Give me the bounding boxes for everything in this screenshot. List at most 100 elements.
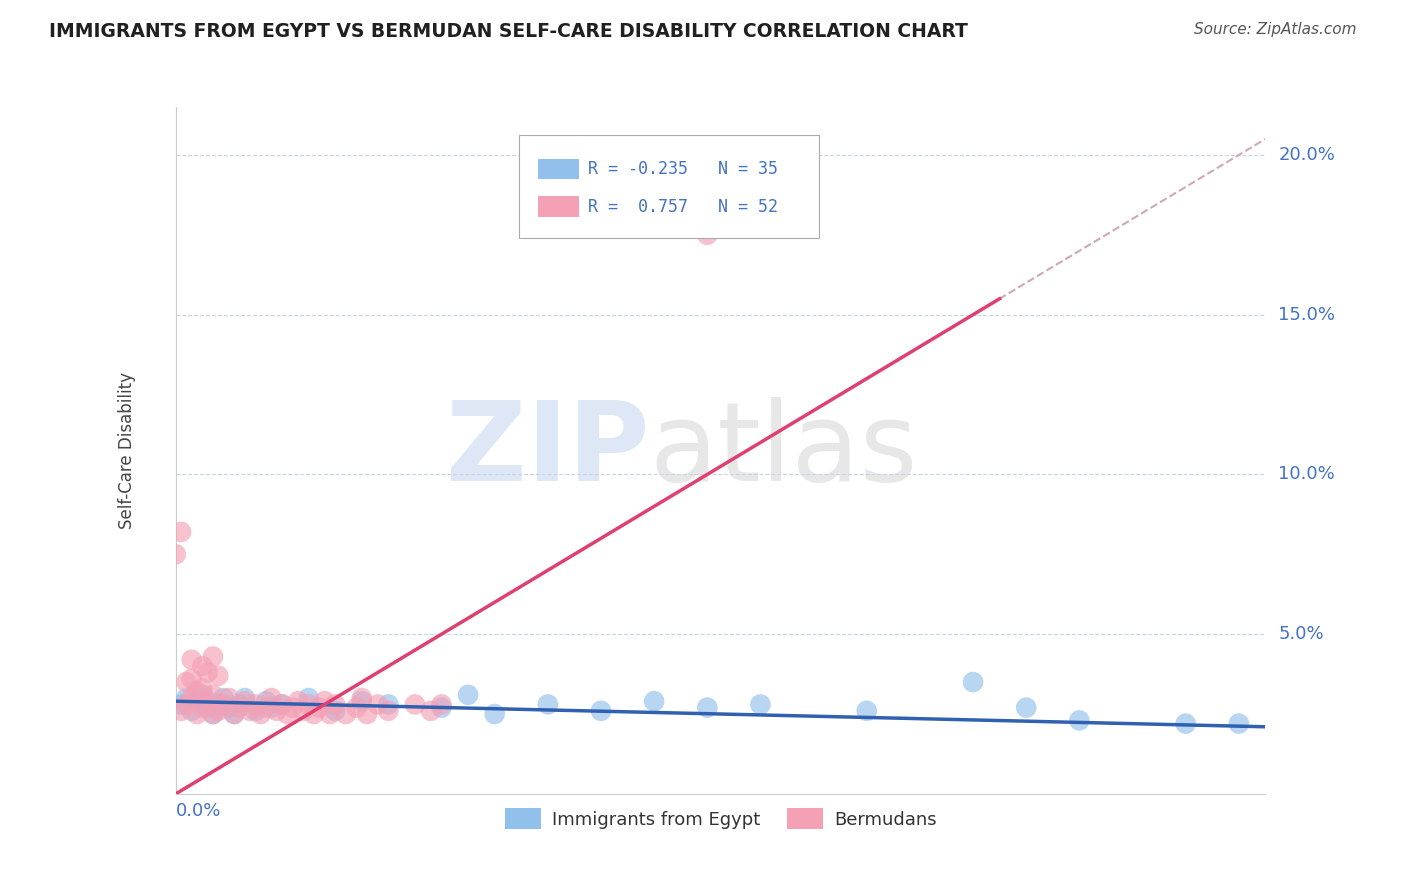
Point [749,698,772,712]
Text: 10.0%: 10.0% [1278,466,1336,483]
Point [271,698,294,712]
Point [457,688,479,702]
Point [233,691,256,706]
Point [260,691,283,706]
Point [430,700,453,714]
Point [298,691,321,706]
Point [165,547,187,561]
Text: R = -0.235   N = 35: R = -0.235 N = 35 [588,160,778,178]
Point [404,698,426,712]
Point [176,691,198,706]
Point [254,700,277,714]
Point [197,700,219,714]
Point [207,668,229,682]
Point [239,704,262,718]
Point [180,672,202,686]
Point [314,694,336,708]
Point [855,704,877,718]
Legend: Immigrants from Egypt, Bermudans: Immigrants from Egypt, Bermudans [498,801,943,837]
Point [191,659,214,673]
Point [323,704,346,718]
Point [186,706,208,721]
Point [962,675,984,690]
Point [207,698,229,712]
Text: Self-Care Disability: Self-Care Disability [118,372,136,529]
Point [228,698,250,712]
Point [201,706,224,721]
Text: 20.0%: 20.0% [1278,146,1336,164]
Point [228,700,250,714]
Point [319,706,342,721]
Text: R =  0.757   N = 52: R = 0.757 N = 52 [588,198,778,216]
Point [266,704,288,718]
Point [696,227,718,242]
Point [224,706,246,721]
Bar [537,196,579,217]
Point [180,704,202,718]
Point [218,700,240,714]
Point [589,704,612,718]
Point [197,694,219,708]
Point [201,649,224,664]
Point [191,700,214,714]
Point [212,691,235,706]
Point [1174,716,1197,731]
Point [302,706,325,721]
Point [186,684,208,698]
Point [207,704,229,718]
Point [419,704,441,718]
Point [212,698,235,712]
Point [176,698,198,712]
Point [323,698,346,712]
Text: Source: ZipAtlas.com: Source: ZipAtlas.com [1194,22,1357,37]
Point [245,698,267,712]
Bar [537,159,579,179]
Point [350,691,373,706]
Text: 5.0%: 5.0% [1278,625,1324,643]
Text: ZIP: ZIP [446,397,650,504]
Point [176,675,198,690]
Point [260,700,283,714]
FancyBboxPatch shape [519,135,818,237]
Point [292,704,315,718]
Point [271,698,294,712]
Point [484,706,506,721]
Text: IMMIGRANTS FROM EGYPT VS BERMUDAN SELF-CARE DISABILITY CORRELATION CHART: IMMIGRANTS FROM EGYPT VS BERMUDAN SELF-C… [49,22,969,41]
Point [170,704,193,718]
Point [308,700,330,714]
Point [254,694,277,708]
Point [1227,716,1250,731]
Point [335,706,357,721]
Point [197,665,219,680]
Point [233,694,256,708]
Point [218,691,240,706]
Point [377,698,399,712]
Point [191,681,214,696]
Point [367,698,389,712]
Point [170,524,193,539]
Point [346,700,368,714]
Point [356,706,378,721]
Point [186,694,208,708]
Point [537,698,560,712]
Point [170,698,193,712]
Point [281,700,304,714]
Point [180,653,202,667]
Point [377,704,399,718]
Point [298,698,321,712]
Point [249,706,271,721]
Point [180,691,202,706]
Text: atlas: atlas [650,397,918,504]
Point [643,694,665,708]
Point [191,688,214,702]
Point [245,704,267,718]
Point [696,700,718,714]
Point [350,694,373,708]
Point [276,706,298,721]
Point [430,698,453,712]
Point [1069,714,1091,728]
Text: 0.0%: 0.0% [176,802,221,820]
Point [201,688,224,702]
Point [224,706,246,721]
Point [287,694,309,708]
